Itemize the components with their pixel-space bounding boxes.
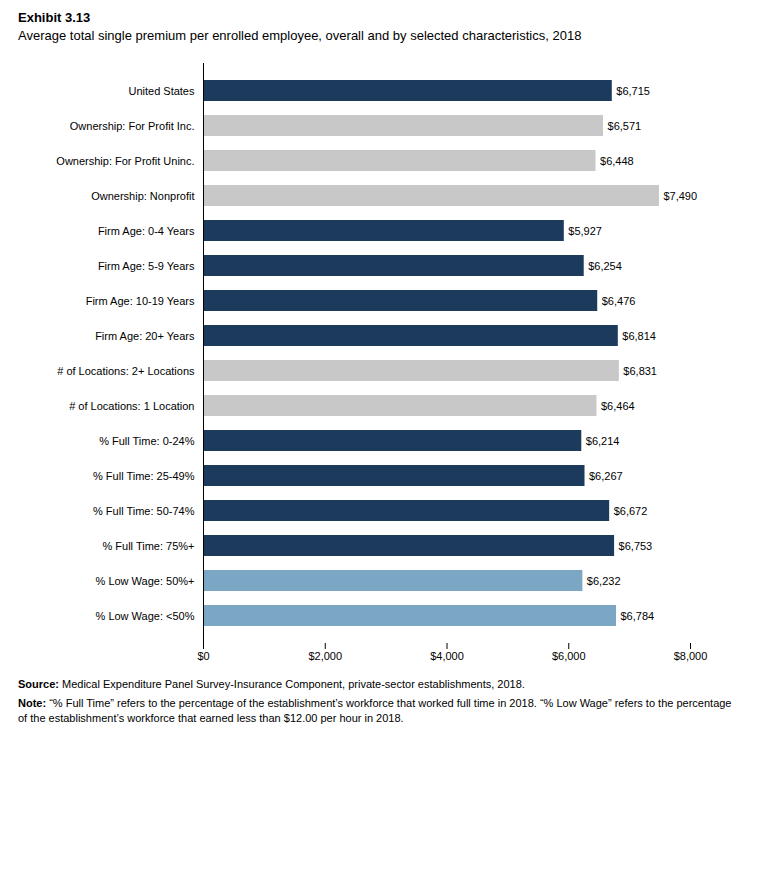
svg-text:$5,927: $5,927 [568, 224, 602, 236]
svg-text:% Full Time: 0-24%: % Full Time: 0-24% [99, 434, 195, 446]
svg-text:Firm Age: 10-19 Years: Firm Age: 10-19 Years [86, 294, 195, 306]
svg-text:% Full Time: 25-49%: % Full Time: 25-49% [93, 469, 195, 481]
svg-text:$2,000: $2,000 [308, 650, 342, 662]
svg-text:Firm Age: 20+ Years: Firm Age: 20+ Years [95, 329, 195, 341]
svg-text:% Low Wage: <50%: % Low Wage: <50% [96, 609, 195, 621]
svg-text:$6,831: $6,831 [623, 364, 657, 376]
svg-text:$6,814: $6,814 [622, 329, 656, 341]
svg-text:$7,490: $7,490 [663, 189, 697, 201]
svg-text:% Low Wage: 50%+: % Low Wage: 50%+ [96, 574, 195, 586]
svg-text:United States: United States [128, 84, 195, 96]
svg-text:Ownership: Nonprofit: Ownership: Nonprofit [91, 189, 194, 201]
svg-text:$6,448: $6,448 [600, 154, 634, 166]
svg-text:$6,000: $6,000 [552, 650, 586, 662]
svg-text:# of Locations: 1 Location: # of Locations: 1 Location [69, 399, 194, 411]
svg-text:$4,000: $4,000 [430, 650, 464, 662]
svg-text:Firm Age: 5-9 Years: Firm Age: 5-9 Years [98, 259, 195, 271]
html-text:Source: Medical Expenditure Pa: Source: Medical Expenditure Panel Survey… [18, 677, 525, 690]
svg-text:Ownership: For Profit Inc.: Ownership: For Profit Inc. [70, 119, 195, 131]
svg-text:$6,715: $6,715 [616, 84, 650, 96]
svg-text:# of Locations: 2+ Locations: # of Locations: 2+ Locations [57, 364, 195, 376]
svg-text:$8,000: $8,000 [674, 650, 708, 662]
svg-text:$6,672: $6,672 [614, 504, 648, 516]
svg-text:$6,571: $6,571 [608, 119, 642, 131]
svg-text:$6,784: $6,784 [620, 609, 654, 621]
html-text:Exhibit 3.13: Exhibit 3.13 [18, 10, 91, 25]
svg-text:$6,267: $6,267 [589, 469, 623, 481]
svg-text:$6,464: $6,464 [601, 399, 635, 411]
svg-text:% Full Time: 50-74%: % Full Time: 50-74% [93, 504, 195, 516]
svg-text:$0: $0 [197, 650, 209, 662]
html-text:Average total single premium p: Average total single premium per enrolle… [18, 28, 582, 43]
svg-text:$6,476: $6,476 [602, 294, 636, 306]
svg-text:$6,232: $6,232 [587, 574, 621, 586]
svg-text:$6,753: $6,753 [619, 539, 653, 551]
svg-text:Firm Age: 0-4 Years: Firm Age: 0-4 Years [98, 224, 195, 236]
svg-text:Ownership: For Profit Uninc.: Ownership: For Profit Uninc. [56, 154, 194, 166]
svg-text:$6,254: $6,254 [588, 259, 622, 271]
html-text:Note: “% Full Time” refers to: Note: “% Full Time” refers to the percen… [18, 696, 732, 724]
svg-text:$6,214: $6,214 [586, 434, 620, 446]
svg-text:% Full Time: 75%+: % Full Time: 75%+ [102, 539, 194, 551]
